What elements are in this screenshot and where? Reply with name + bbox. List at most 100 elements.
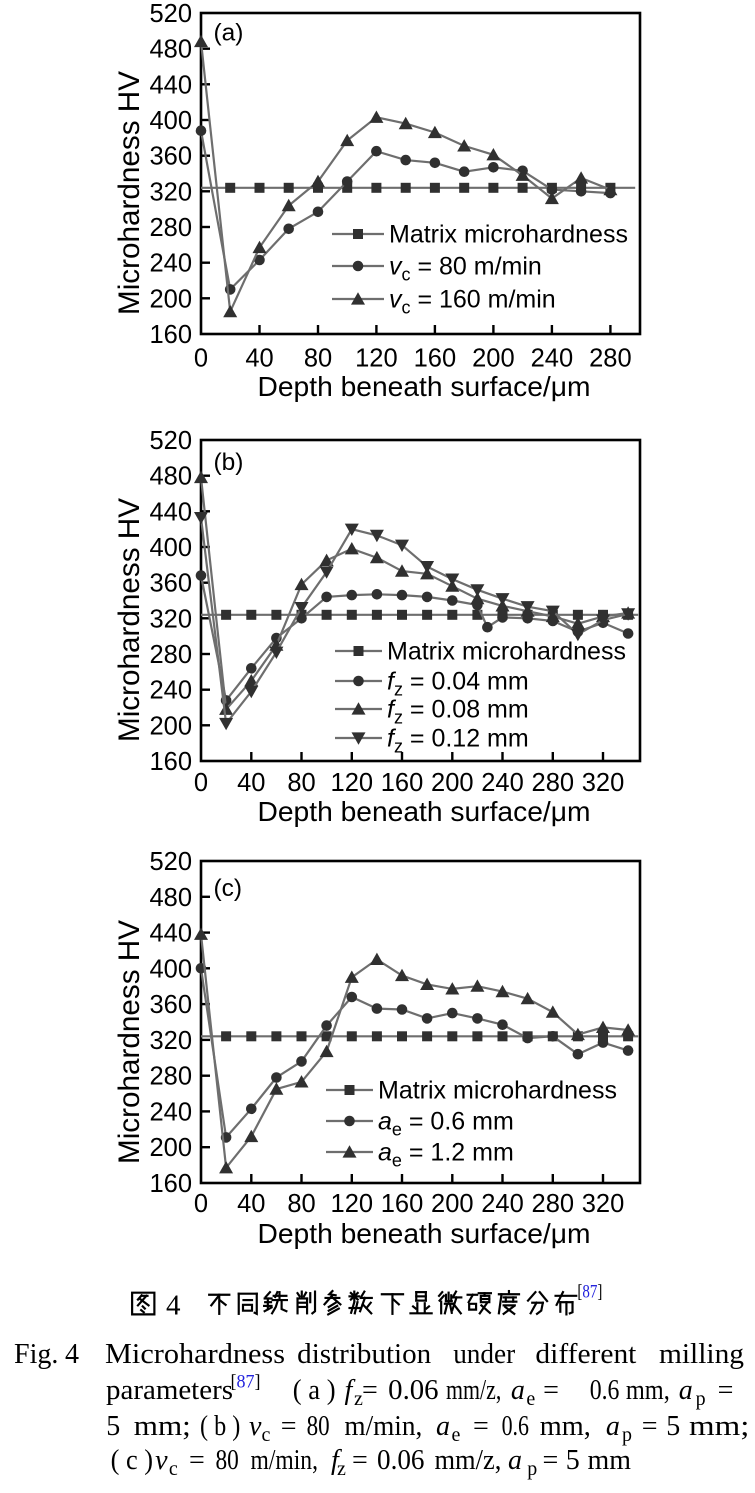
- svg-text:Depth beneath surface/μm: Depth beneath surface/μm: [258, 1218, 591, 1249]
- svg-text:280: 280: [149, 214, 192, 242]
- svg-text:m/min,: m/min,: [251, 1445, 319, 1476]
- svg-text:280: 280: [532, 769, 575, 797]
- svg-text:( a ): ( a ): [293, 1375, 336, 1406]
- svg-text:480: 480: [149, 884, 192, 912]
- svg-text:m/min,: m/min,: [344, 1411, 422, 1442]
- svg-text:4: 4: [166, 1290, 181, 1322]
- svg-text:520: 520: [149, 427, 192, 455]
- svg-text:80: 80: [216, 1445, 239, 1476]
- svg-text:280: 280: [149, 1063, 192, 1091]
- svg-text:480: 480: [149, 463, 192, 491]
- svg-text:240: 240: [481, 1190, 524, 1218]
- svg-text:5: 5: [666, 1411, 680, 1442]
- svg-text:120: 120: [331, 769, 374, 797]
- svg-text:160: 160: [149, 1170, 192, 1198]
- svg-text:f: f: [331, 1445, 342, 1476]
- svg-text:0: 0: [194, 345, 208, 373]
- svg-text:mm,: mm,: [626, 1375, 670, 1406]
- svg-text:320: 320: [149, 1027, 192, 1055]
- svg-text:440: 440: [149, 920, 192, 948]
- svg-text:a: a: [508, 1445, 522, 1476]
- svg-text:=: =: [362, 1375, 378, 1406]
- svg-text:40: 40: [237, 1190, 265, 1218]
- svg-text:520: 520: [149, 0, 192, 28]
- svg-text:under: under: [453, 1339, 516, 1370]
- svg-text:p: p: [622, 1424, 632, 1446]
- svg-text:320: 320: [149, 178, 192, 206]
- svg-text:4: 4: [65, 1339, 79, 1370]
- svg-text:a: a: [679, 1375, 693, 1406]
- svg-text:240: 240: [149, 250, 192, 278]
- svg-text:Microhardness HV: Microhardness HV: [113, 920, 146, 1164]
- svg-text:0: 0: [194, 1190, 208, 1218]
- svg-text:5: 5: [106, 1411, 120, 1442]
- svg-text:fz = 0.08 mm: fz = 0.08 mm: [387, 696, 529, 728]
- svg-text:160: 160: [381, 1190, 424, 1218]
- svg-text:a: a: [606, 1411, 620, 1442]
- svg-text:280: 280: [149, 641, 192, 669]
- svg-text:Microhardness: Microhardness: [105, 1339, 285, 1370]
- svg-text:Matrix microhardness: Matrix microhardness: [389, 221, 628, 249]
- svg-text:mm/z,: mm/z,: [446, 1375, 501, 1406]
- svg-text:vc = 160 m/min: vc = 160 m/min: [389, 286, 556, 318]
- svg-text:=: =: [352, 1445, 368, 1476]
- svg-text:240: 240: [531, 345, 574, 373]
- svg-text:different: different: [535, 1339, 636, 1370]
- svg-text:milling: milling: [659, 1339, 744, 1370]
- svg-text:Depth beneath surface/μm: Depth beneath surface/μm: [258, 371, 591, 402]
- svg-text:(c): (c): [214, 875, 243, 902]
- svg-text:200: 200: [149, 1134, 192, 1162]
- svg-text:( c ): ( c ): [111, 1445, 153, 1476]
- svg-text:mm/z,: mm/z,: [435, 1445, 502, 1476]
- svg-text:440: 440: [149, 71, 192, 99]
- svg-text:vc = 80 m/min: vc = 80 m/min: [389, 253, 542, 285]
- svg-text:40: 40: [237, 769, 265, 797]
- svg-text:200: 200: [431, 1190, 474, 1218]
- svg-text:5: 5: [566, 1445, 580, 1476]
- svg-text:fz = 0.04 mm: fz = 0.04 mm: [387, 668, 529, 700]
- svg-text:mm: mm: [588, 1445, 632, 1476]
- svg-text:c: c: [169, 1458, 178, 1480]
- svg-text:=: =: [642, 1411, 658, 1442]
- svg-text:mm;: mm;: [134, 1411, 191, 1442]
- svg-text:f: f: [345, 1375, 356, 1406]
- svg-text:=: =: [718, 1375, 734, 1406]
- svg-text:a: a: [511, 1375, 525, 1406]
- svg-text:0.6: 0.6: [502, 1411, 529, 1442]
- svg-text:80: 80: [287, 1190, 315, 1218]
- svg-text:0.06: 0.06: [377, 1445, 425, 1476]
- svg-text:=: =: [189, 1445, 205, 1476]
- svg-text:360: 360: [149, 991, 192, 1019]
- svg-text:160: 160: [149, 748, 192, 776]
- svg-text:200: 200: [431, 769, 474, 797]
- svg-text:240: 240: [481, 769, 524, 797]
- svg-text:200: 200: [149, 285, 192, 313]
- svg-text:160: 160: [149, 321, 192, 349]
- svg-text:c: c: [262, 1424, 271, 1446]
- svg-text:=: =: [281, 1411, 297, 1442]
- svg-text:z: z: [337, 1458, 346, 1480]
- svg-text:120: 120: [331, 1190, 374, 1218]
- svg-text:200: 200: [472, 345, 515, 373]
- svg-text:400: 400: [149, 107, 192, 135]
- svg-text:p: p: [696, 1388, 706, 1410]
- svg-text:360: 360: [149, 570, 192, 598]
- svg-text:[87]: [87]: [231, 1373, 261, 1393]
- svg-text:( b ): ( b ): [200, 1411, 240, 1442]
- svg-text:0.06: 0.06: [388, 1375, 438, 1406]
- svg-text:Depth beneath surface/μm: Depth beneath surface/μm: [258, 796, 591, 827]
- svg-text:280: 280: [589, 345, 632, 373]
- svg-text:80: 80: [304, 345, 332, 373]
- svg-text:Matrix microhardness: Matrix microhardness: [378, 1077, 617, 1105]
- svg-text:Microhardness HV: Microhardness HV: [113, 498, 146, 742]
- svg-text:520: 520: [149, 848, 192, 876]
- svg-text:160: 160: [414, 345, 457, 373]
- svg-text:320: 320: [582, 1190, 625, 1218]
- svg-text:Microhardness HV: Microhardness HV: [113, 71, 146, 315]
- svg-text:Matrix microhardness: Matrix microhardness: [387, 638, 626, 666]
- svg-text:v: v: [155, 1445, 168, 1476]
- svg-text:160: 160: [381, 769, 424, 797]
- svg-text:p: p: [527, 1458, 537, 1480]
- svg-text:=: =: [543, 1445, 559, 1476]
- svg-text:320: 320: [149, 605, 192, 633]
